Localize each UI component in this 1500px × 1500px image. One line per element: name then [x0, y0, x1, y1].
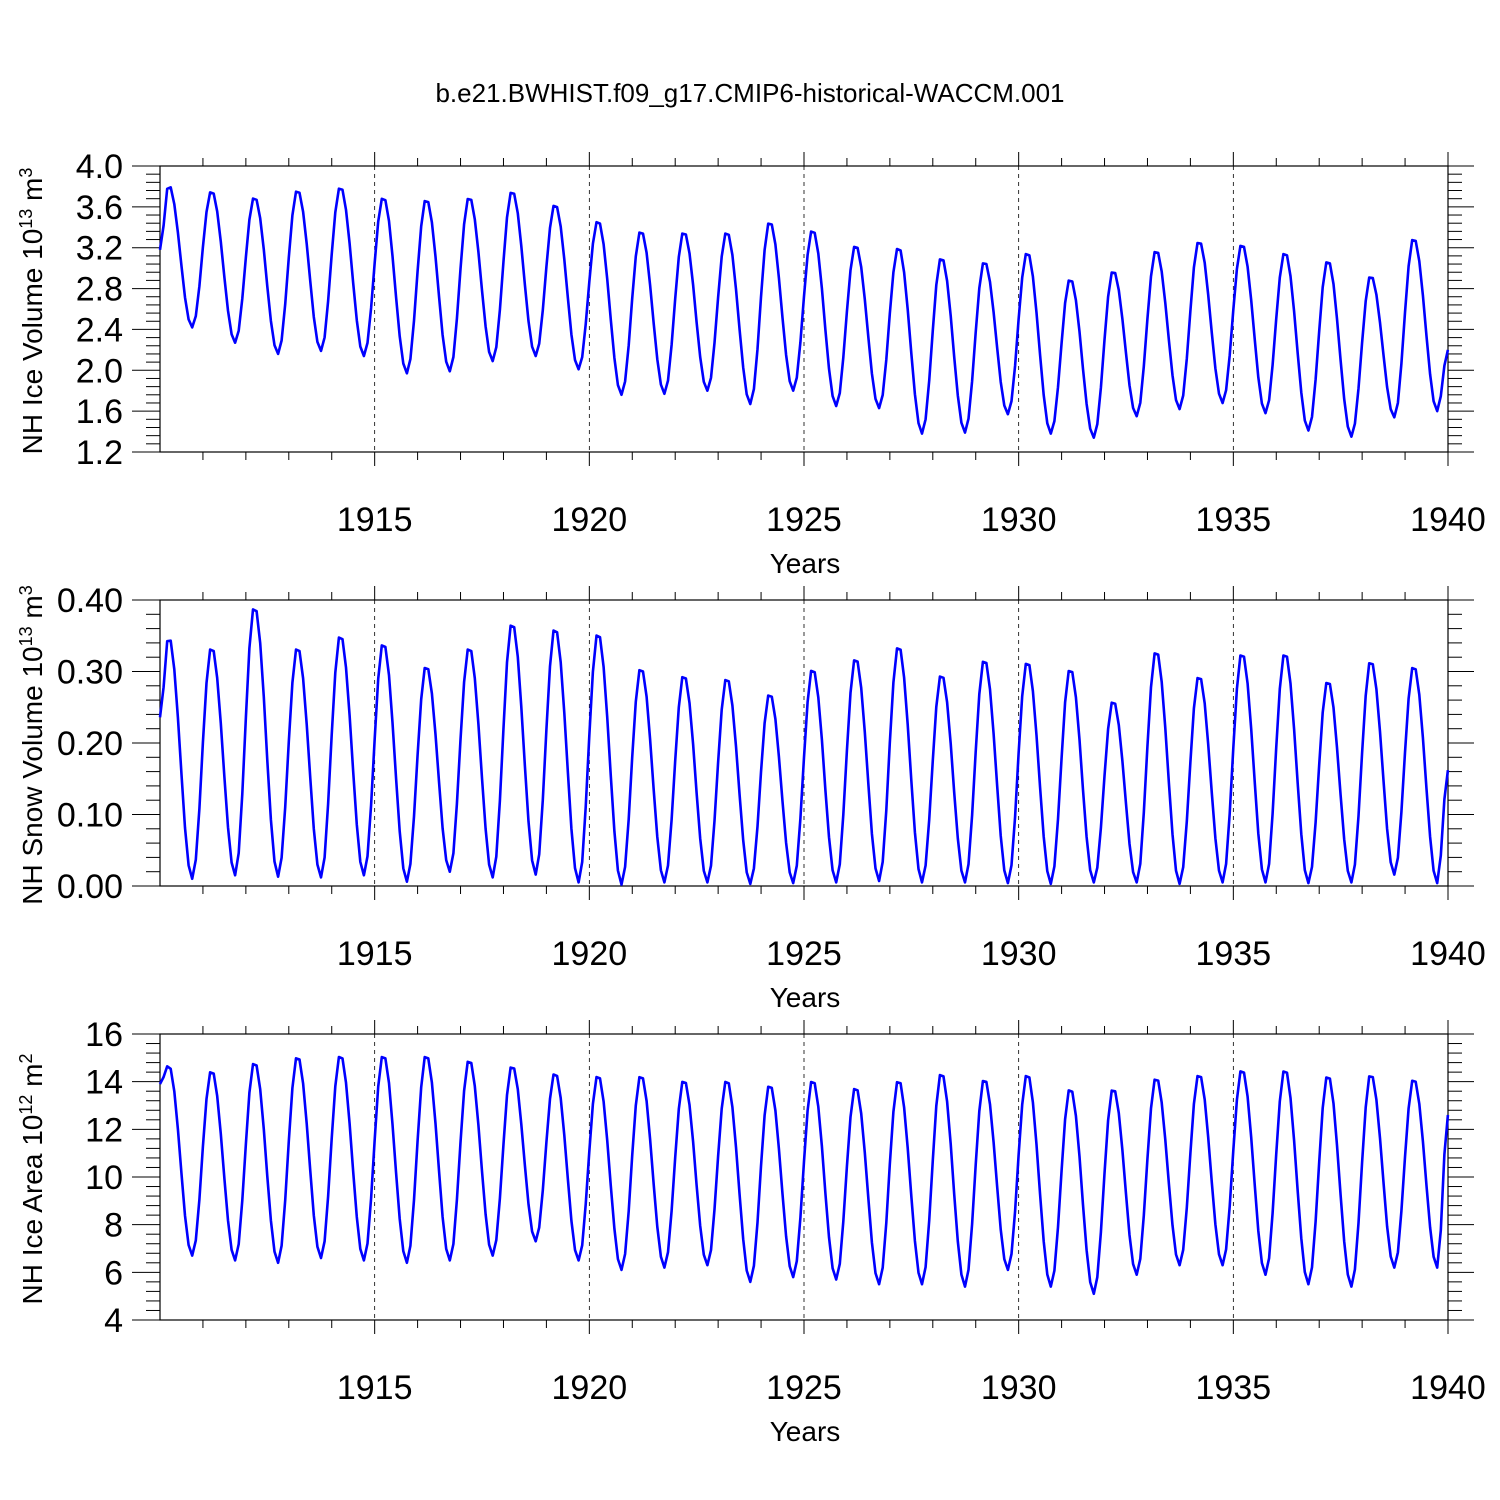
y-axis-label-ylabel-exp: 12: [16, 1095, 36, 1115]
figure-title: b.e21.BWHIST.f09_g17.CMIP6-historical-WA…: [435, 78, 1064, 108]
x-tick-label: 1935: [1196, 501, 1272, 539]
y-axis-label-ylabel-unit-exp: 2: [16, 1053, 36, 1063]
chart-panel-3: 1915 1920 1925 1930 1935 1940 Years 4 6 8 10 12 14 16…: [16, 1016, 1486, 1447]
y-tick-label: 0.40: [57, 582, 123, 620]
x-tick-label: 1930: [981, 1369, 1057, 1407]
y-tick-label: 12: [85, 1111, 123, 1149]
panels: 1915 1920 1925 1930 1935 1940Years1.21.62.02.…: [16, 148, 1486, 1447]
x-tick-label: 1925: [766, 1369, 842, 1407]
y-axis-label-ylabel: NH Snow Volume 10: [17, 646, 48, 904]
y-axis-label-ylabel-unit-exp: 3: [16, 585, 36, 595]
x-tick-label: 1925: [766, 935, 842, 973]
x-tick-label: 1920: [552, 501, 628, 539]
y-tick-label: 4.0: [76, 148, 123, 186]
y-axis-label-ylabel-unit: m: [17, 178, 48, 209]
series-line-3: [158, 1055, 1450, 1296]
x-axis-label: Years: [770, 982, 841, 1013]
y-tick-label: 2.0: [76, 352, 123, 390]
y-tick-label: 3.6: [76, 189, 123, 227]
y-tick-label: 2.8: [76, 271, 123, 309]
x-tick-label: 1930: [981, 935, 1057, 973]
x-tick-label: 1935: [1196, 935, 1272, 973]
y-axis-label-ylabel-unit-exp: 3: [16, 168, 36, 178]
x-tick-label: 1925: [766, 501, 842, 539]
x-tick-label: 1915: [337, 935, 413, 973]
y-tick-label: 1.6: [76, 393, 123, 431]
y-axis-label: NH Snow Volume 1013 m3: [16, 585, 48, 905]
y-axis-label-ylabel-exp: 13: [16, 209, 36, 229]
y-axis-label: NH Ice Volume 1013 m3: [16, 168, 48, 455]
chart-panel-2: 1915 1920 1925 1930 1935 1940 Years 0.00 0.10 0.2…: [16, 582, 1486, 1013]
chart-panel-1: 1915 1920 1925 1930 1935 1940Years1.21.62.02.…: [16, 148, 1486, 579]
y-tick-label: 3.2: [76, 230, 123, 268]
y-tick-label: 16: [85, 1016, 123, 1054]
y-tick-label: 10: [85, 1159, 123, 1197]
x-axis-label: Years: [770, 1416, 841, 1447]
y-axis-label: NH Ice Area 1012 m2: [16, 1053, 48, 1304]
x-tick-label: 1915: [337, 501, 413, 539]
y-tick-label: 0.20: [57, 725, 123, 763]
y-tick-label: 0.00: [57, 868, 123, 906]
y-tick-label: 0.30: [57, 654, 123, 692]
y-tick-label: 2.4: [76, 311, 123, 349]
x-tick-label: 1920: [552, 935, 628, 973]
x-tick-label: 1920: [552, 1369, 628, 1407]
y-tick-label: 6: [104, 1254, 123, 1292]
y-axis-label-ylabel-exp: 13: [16, 626, 36, 646]
y-axis-label-ylabel: NH Ice Area 10: [17, 1115, 48, 1305]
x-tick-label: 1940: [1410, 501, 1486, 539]
x-tick-label: 1930: [981, 501, 1057, 539]
x-tick-label: 1915: [337, 1369, 413, 1407]
series-line-2: [158, 608, 1450, 886]
y-axis-label-ylabel-unit: m: [17, 595, 48, 626]
y-tick-label: 14: [85, 1064, 123, 1102]
x-tick-label: 1935: [1196, 1369, 1272, 1407]
series-line-1: [158, 186, 1450, 440]
y-tick-label: 4: [104, 1302, 123, 1340]
y-axis-label-ylabel-unit: m: [17, 1064, 48, 1095]
x-axis-label: Years: [770, 548, 841, 579]
y-tick-label: 1.2: [76, 434, 123, 472]
x-tick-label: 1940: [1410, 1369, 1486, 1407]
y-tick-label: 8: [104, 1207, 123, 1245]
y-axis-label-ylabel: NH Ice Volume 10: [17, 229, 48, 455]
y-tick-label: 0.10: [57, 797, 123, 835]
x-tick-label: 1940: [1410, 935, 1486, 973]
